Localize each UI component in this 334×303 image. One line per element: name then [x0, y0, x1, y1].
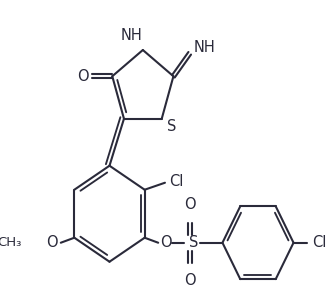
Text: Cl: Cl: [170, 174, 184, 189]
Text: O: O: [160, 235, 172, 250]
Text: S: S: [167, 119, 177, 134]
Text: S: S: [189, 235, 198, 250]
Text: NH: NH: [194, 40, 216, 55]
Text: NH: NH: [120, 28, 142, 44]
Text: CH₃: CH₃: [0, 236, 22, 249]
Text: O: O: [46, 235, 58, 250]
Text: O: O: [184, 273, 196, 288]
Text: Cl: Cl: [312, 235, 326, 250]
Text: O: O: [77, 69, 89, 84]
Text: O: O: [184, 197, 196, 212]
